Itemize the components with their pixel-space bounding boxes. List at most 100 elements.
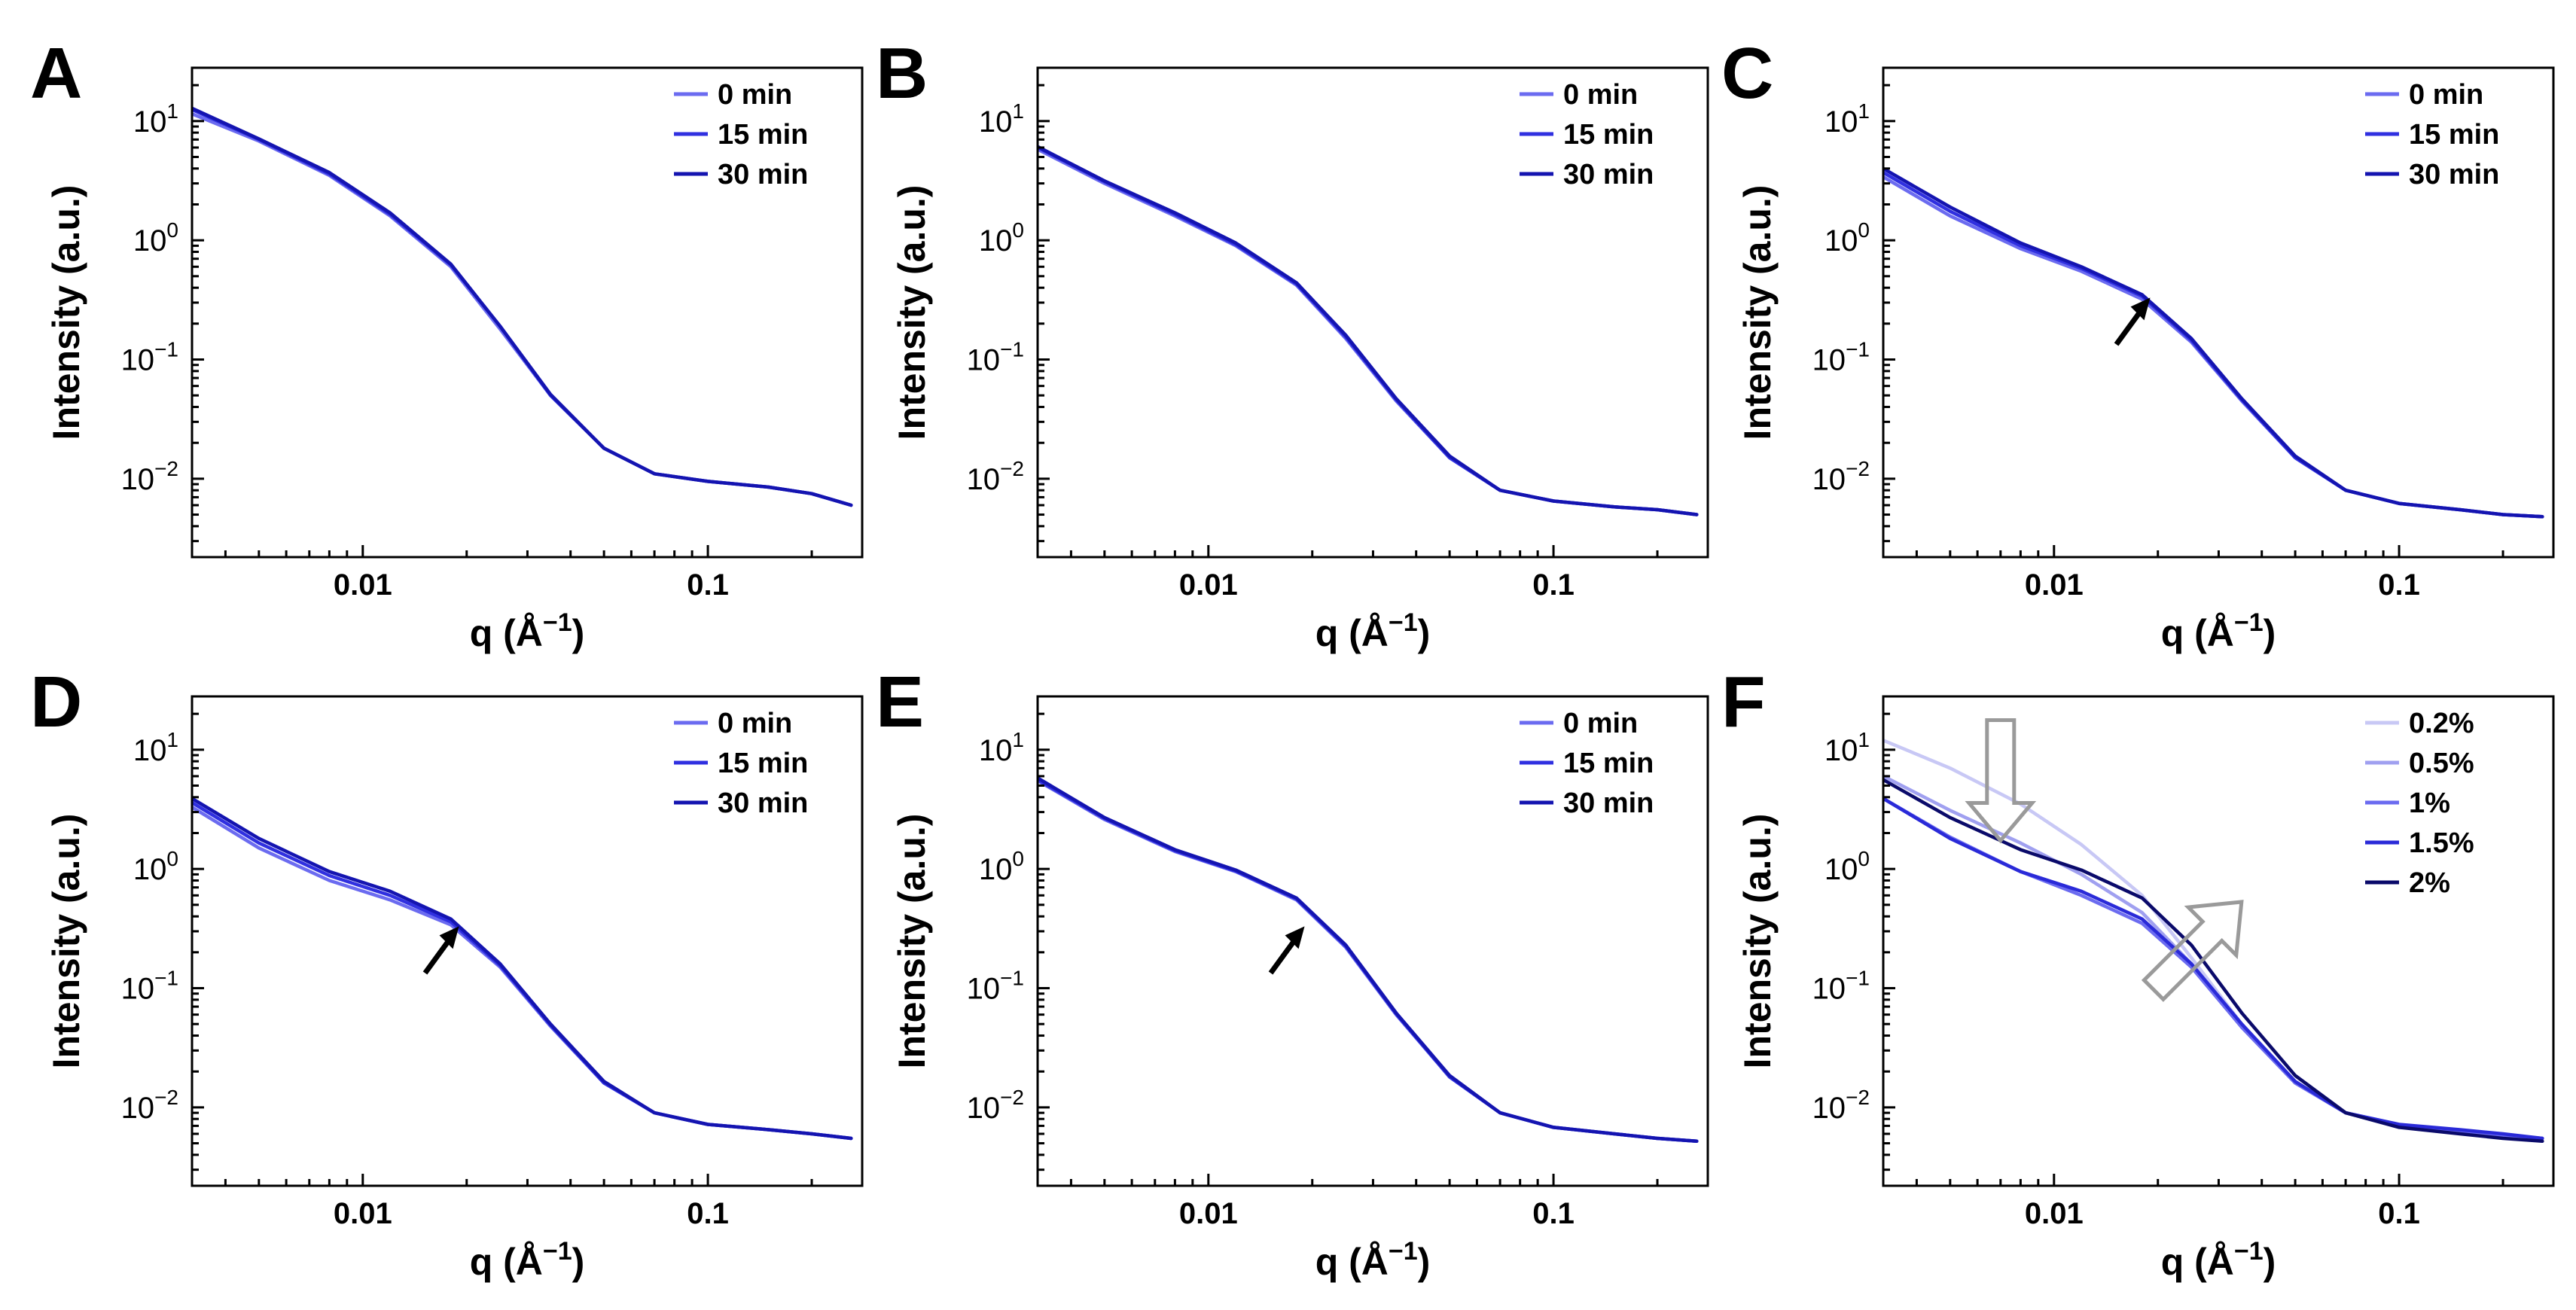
x-tick-label-c-1: 0.1 [2378,568,2420,602]
annotation-arrow-head-c [2130,297,2151,321]
panel-f: F 0.01 0.1 10−2 10−1 100 101 q (Å−1) Intensity (… [1721,662,2555,1283]
x-tick-label-e-1: 0.1 [1532,1197,1575,1230]
x-tick-label-d-1: 0.1 [687,1197,729,1230]
panel-d: D 0.01 0.1 10−2 10−1 100 101 q (Å−1) Intensity (… [30,662,864,1283]
legend-label-b-2: 30 min [1563,159,1654,190]
legend-label-a-1: 15 min [718,119,808,151]
legend-label-a-0: 0 min [718,79,792,111]
y-tick-label-b-2: 100 [979,218,1024,257]
series-group-c [1883,166,2544,519]
annotation-arrow-head-d [439,926,459,949]
series-line-b-1 [1038,145,1699,516]
legend-f: 0.2% 0.5% 1% 1.5% 2% [2365,708,2474,899]
y-tick-label-b-1: 10−1 [967,338,1024,377]
y-tick-label-f-0: 10−2 [1812,1086,1870,1125]
x-axis-label-e: q (Å−1) [1315,1237,1431,1283]
panel-label-b: B [876,33,928,114]
y-tick-label-d-2: 100 [133,847,178,886]
y-tick-label-b-3: 101 [979,99,1024,139]
panel-label-c: C [1721,33,1773,114]
panel-b: B 0.01 0.1 10−2 10−1 100 101 q (Å−1) Intensity (… [876,33,1709,654]
y-tick-label-b-0: 10−2 [967,457,1024,496]
y-tick-label-c-0: 10−2 [1812,457,1870,496]
y-tick-label-a-0: 10−2 [121,457,178,496]
y-tick-label-e-1: 10−1 [967,967,1024,1006]
legend-label-c-0: 0 min [2409,79,2483,111]
series-line-b-0 [1038,148,1699,516]
legend-label-d-2: 30 min [718,788,808,819]
x-axis-label-b: q (Å−1) [1315,608,1431,654]
y-tick-label-c-2: 100 [1825,218,1870,257]
panel-c: C 0.01 0.1 10−2 10−1 100 101 q (Å−1) Intensity (… [1721,33,2555,654]
series-line-d-2 [192,797,853,1141]
x-tick-label-f-0: 0.01 [2025,1197,2084,1230]
x-axis-label-a: q (Å−1) [470,608,585,654]
legend-c: 0 min 15 min 30 min [2365,79,2499,190]
y-axis-label-b: Intensity (a.u.) [891,185,933,440]
series-line-c-2 [1883,166,2544,519]
legend-label-d-1: 15 min [718,748,808,779]
y-axis-label-a: Intensity (a.u.) [45,185,87,440]
x-tick-label-e-0: 0.01 [1179,1197,1238,1230]
series-line-f-3 [1883,797,2544,1141]
panel-a: A 0.01 0.1 10−2 10−1 100 101 q (Å−1) Intensity (… [30,33,864,654]
legend-label-c-1: 15 min [2409,119,2499,151]
legend-e: 0 min 15 min 30 min [1520,708,1654,819]
legend-label-f-1: 0.5% [2409,748,2474,779]
panel-label-a: A [30,33,82,114]
series-line-b-2 [1038,145,1699,516]
legend-d: 0 min 15 min 30 min [674,708,808,819]
y-tick-label-e-0: 10−2 [967,1086,1024,1125]
legend-label-f-0: 0.2% [2409,708,2474,739]
x-axis-label-c: q (Å−1) [2161,608,2276,654]
y-tick-label-d-0: 10−2 [121,1086,178,1125]
y-axis-label-f: Intensity (a.u.) [1736,814,1779,1069]
legend-label-b-0: 0 min [1563,79,1638,111]
panel-e: E 0.01 0.1 10−2 10−1 100 101 q (Å−1) Intensity (… [876,662,1709,1283]
x-tick-label-b-1: 0.1 [1532,568,1575,602]
panel-label-d: D [30,662,82,742]
legend-label-e-0: 0 min [1563,708,1638,739]
trend-arrow-up [2141,900,2244,1002]
panel-label-e: E [876,662,924,742]
y-axis-label-e: Intensity (a.u.) [891,814,933,1069]
series-group-b [1038,145,1699,516]
y-axis-label-d: Intensity (a.u.) [45,814,87,1069]
legend-label-d-0: 0 min [718,708,792,739]
series-group-a [192,106,853,507]
legend-label-e-1: 15 min [1563,748,1654,779]
legend-label-a-2: 30 min [718,159,808,190]
series-line-e-2 [1038,776,1699,1144]
x-tick-label-a-0: 0.01 [334,568,392,602]
legend-label-c-2: 30 min [2409,159,2499,190]
legend-label-f-2: 1% [2409,788,2450,819]
y-tick-label-a-1: 10−1 [121,338,178,377]
y-tick-label-a-2: 100 [133,218,178,257]
x-tick-label-b-0: 0.01 [1179,568,1238,602]
series-group-d [192,797,853,1141]
x-tick-label-d-0: 0.01 [334,1197,392,1230]
series-group-e [1038,776,1699,1144]
legend-a: 0 min 15 min 30 min [674,79,808,190]
x-axis-label-d: q (Å−1) [470,1237,585,1283]
legend-b: 0 min 15 min 30 min [1520,79,1654,190]
y-axis-label-c: Intensity (a.u.) [1736,185,1779,440]
series-line-f-4 [1883,778,2544,1144]
legend-label-b-1: 15 min [1563,119,1654,151]
legend-label-e-2: 30 min [1563,788,1654,819]
annotation-arrow-head-e [1285,926,1305,949]
y-tick-label-d-3: 101 [133,728,178,767]
series-line-a-2 [192,106,853,507]
y-tick-label-c-1: 10−1 [1812,338,1870,377]
y-tick-label-f-3: 101 [1825,728,1870,767]
y-tick-label-d-1: 10−1 [121,967,178,1006]
y-tick-label-e-3: 101 [979,728,1024,767]
x-tick-label-f-1: 0.1 [2378,1197,2420,1230]
x-tick-label-a-1: 0.1 [687,568,729,602]
y-tick-label-e-2: 100 [979,847,1024,886]
y-tick-label-c-3: 101 [1825,99,1870,139]
x-tick-label-c-0: 0.01 [2025,568,2084,602]
y-tick-label-f-1: 10−1 [1812,967,1870,1006]
